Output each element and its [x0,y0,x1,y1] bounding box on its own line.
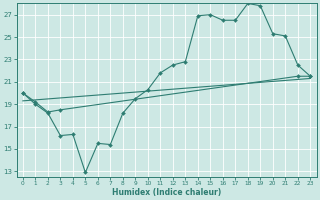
X-axis label: Humidex (Indice chaleur): Humidex (Indice chaleur) [112,188,221,197]
